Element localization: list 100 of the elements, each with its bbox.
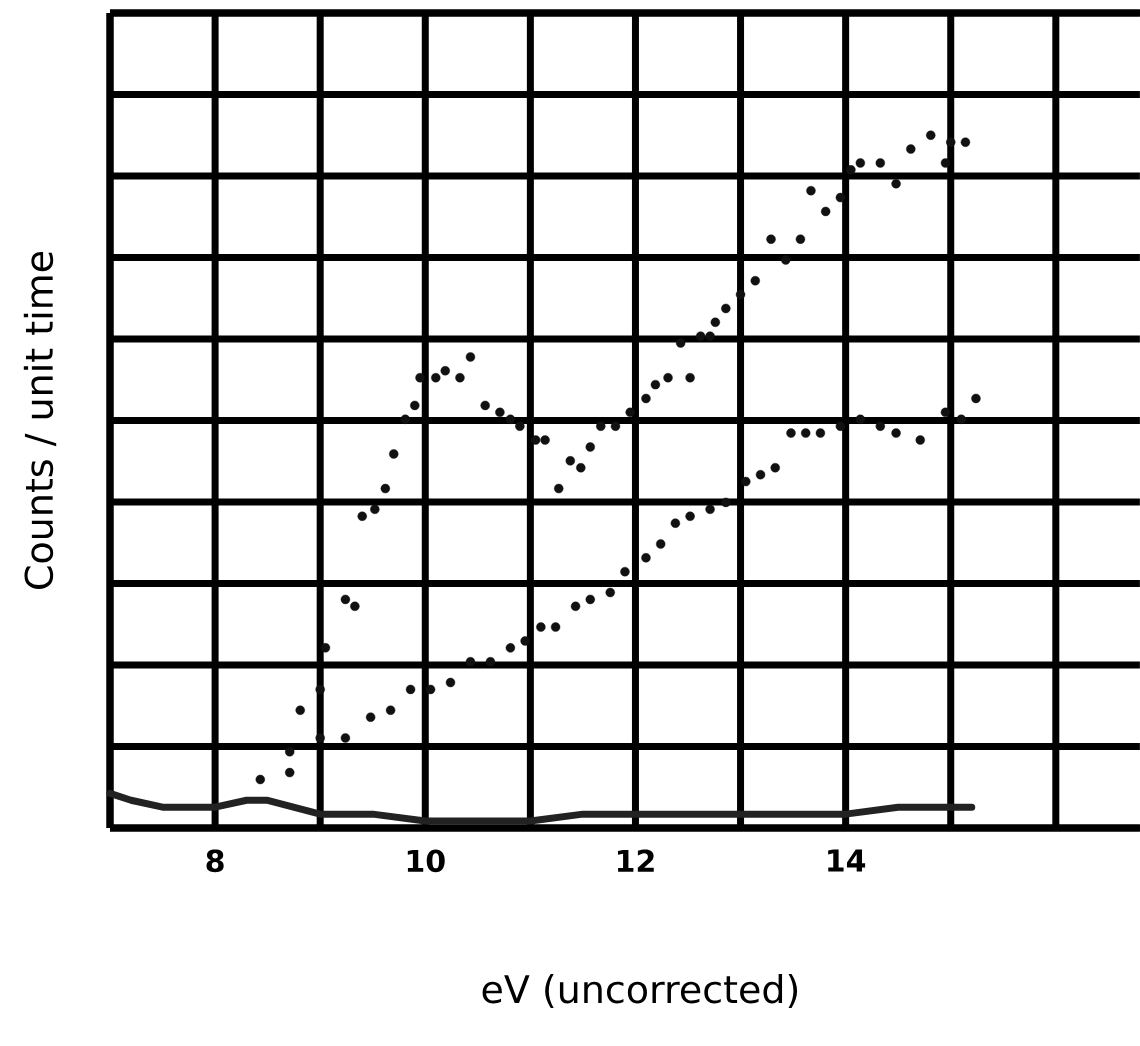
point <box>875 421 886 431</box>
point <box>960 137 971 147</box>
point <box>641 553 651 563</box>
point <box>781 255 791 265</box>
point <box>721 497 731 508</box>
point <box>695 331 706 341</box>
point <box>440 366 450 376</box>
point <box>554 483 564 494</box>
point <box>875 158 886 168</box>
point <box>400 414 411 424</box>
point <box>315 733 325 743</box>
point <box>431 373 441 383</box>
point <box>515 421 525 431</box>
point <box>285 747 295 757</box>
point <box>465 352 476 362</box>
point <box>675 338 686 348</box>
point <box>625 407 635 418</box>
point <box>855 158 866 168</box>
point <box>576 463 586 473</box>
point <box>855 414 866 424</box>
point <box>605 587 615 598</box>
point <box>320 643 331 653</box>
point <box>357 511 367 521</box>
point <box>795 234 806 244</box>
x-tick-label: 14 <box>828 849 866 872</box>
point <box>641 393 651 404</box>
point <box>946 137 956 147</box>
point <box>550 622 561 632</box>
point <box>505 643 516 653</box>
point <box>741 476 751 487</box>
point <box>685 373 695 383</box>
x-axis-title: eV (uncorrected) <box>482 974 798 1008</box>
point <box>520 636 530 646</box>
x-tick-label: 10 <box>407 849 445 873</box>
point <box>340 594 351 605</box>
point <box>455 373 465 383</box>
point <box>415 373 425 383</box>
point <box>585 442 595 452</box>
point <box>445 677 456 688</box>
point <box>721 303 731 314</box>
point <box>971 393 981 404</box>
point <box>685 511 695 521</box>
point <box>735 289 746 300</box>
point <box>820 206 831 217</box>
point <box>380 483 391 494</box>
point <box>891 179 901 189</box>
point <box>465 657 476 667</box>
point <box>315 684 325 695</box>
point <box>505 414 516 424</box>
point <box>385 705 396 715</box>
point <box>663 373 673 383</box>
point <box>340 733 351 743</box>
point <box>806 185 816 196</box>
point <box>370 504 380 515</box>
x-tick-label: 12 <box>617 849 654 872</box>
point <box>705 504 715 515</box>
point <box>835 421 846 431</box>
point <box>365 712 376 722</box>
point <box>405 684 416 695</box>
point <box>926 130 936 140</box>
point <box>655 539 666 549</box>
point <box>891 428 901 438</box>
point <box>585 594 595 605</box>
point <box>750 276 760 286</box>
point <box>285 767 295 778</box>
point <box>846 165 856 175</box>
point <box>770 463 780 473</box>
point <box>940 407 951 418</box>
point <box>536 622 546 632</box>
point <box>940 158 951 168</box>
y-axis-title: Counts / unit time <box>23 251 57 589</box>
point <box>410 400 420 411</box>
point <box>610 421 621 431</box>
point <box>766 234 776 244</box>
point <box>350 601 360 612</box>
point <box>956 414 966 424</box>
point <box>480 400 490 411</box>
point <box>540 435 550 445</box>
point <box>710 317 721 327</box>
point <box>389 449 399 459</box>
point <box>295 705 305 715</box>
point <box>530 435 541 445</box>
point <box>755 469 766 480</box>
point <box>906 144 916 154</box>
point <box>255 774 265 785</box>
point <box>801 428 811 438</box>
point <box>570 601 581 612</box>
point <box>596 421 606 431</box>
point <box>565 456 575 466</box>
point <box>815 428 826 438</box>
point <box>485 657 496 667</box>
point <box>705 331 715 341</box>
x-tick-label: 8 <box>206 849 224 873</box>
point <box>495 407 505 418</box>
point <box>425 684 436 695</box>
point <box>786 428 796 438</box>
point <box>620 566 630 577</box>
point <box>650 379 661 390</box>
point <box>670 518 681 528</box>
point <box>915 435 925 445</box>
